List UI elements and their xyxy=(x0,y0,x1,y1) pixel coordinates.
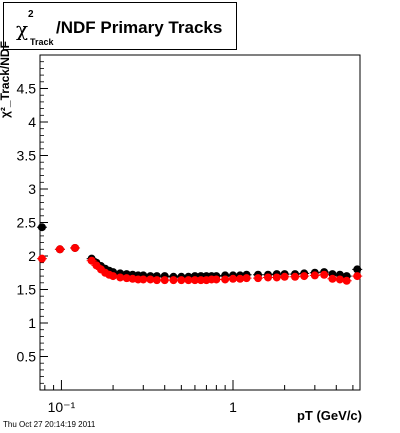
y-tick-label: 1.5 xyxy=(17,282,37,298)
data-point-black xyxy=(37,223,46,232)
y-tick-label: 2 xyxy=(28,248,36,264)
data-point-red xyxy=(342,276,351,285)
data-point-red xyxy=(146,275,155,284)
x-tick-label: 10⁻¹ xyxy=(48,399,76,415)
data-point-red xyxy=(116,273,125,282)
data-point-black xyxy=(353,265,362,274)
y-tick-label: 4.5 xyxy=(17,81,37,97)
data-point-red xyxy=(335,275,344,284)
data-point-red xyxy=(300,272,309,281)
data-point-red xyxy=(160,276,169,285)
data-point-red xyxy=(212,275,221,284)
data-point-red xyxy=(264,273,273,282)
title-superscript: 2 xyxy=(28,9,34,20)
data-point-red xyxy=(122,274,131,283)
y-tick-label: 1 xyxy=(28,315,36,331)
data-point-red xyxy=(236,274,245,283)
data-series xyxy=(36,223,363,285)
data-point-red xyxy=(242,274,251,283)
data-point-red xyxy=(228,274,237,283)
y-tick-label: 3 xyxy=(28,181,36,197)
y-tick-label: 3.5 xyxy=(17,148,37,164)
timestamp-footer: Thu Oct 27 20:14:19 2011 xyxy=(3,420,96,429)
y-tick-label: 4 xyxy=(28,114,36,130)
data-point-red xyxy=(169,276,178,285)
data-point-red xyxy=(184,276,193,285)
data-point-red xyxy=(139,275,148,284)
plot-frame xyxy=(39,54,361,391)
y-axis-label-text: χ²_Track/NDF xyxy=(0,41,12,118)
data-point-red xyxy=(280,272,289,281)
data-point-red xyxy=(221,275,230,284)
data-point-red xyxy=(328,274,337,283)
data-point-red xyxy=(353,272,362,281)
data-point-red xyxy=(310,271,319,280)
data-point-red xyxy=(190,276,199,285)
y-axis-label: χ²_Track/NDF xyxy=(0,41,12,118)
x-tick-label: 1 xyxy=(229,399,237,415)
data-point-red xyxy=(71,243,80,252)
data-point-red xyxy=(37,254,46,263)
data-point-red xyxy=(272,273,281,282)
data-point-red xyxy=(320,270,329,279)
x-axis-label: pT (GeV/c) xyxy=(296,408,362,423)
data-point-red xyxy=(152,276,161,285)
data-point-red xyxy=(109,272,118,281)
title-chi-symbol: χ xyxy=(16,17,29,41)
y-tick-label: 0.5 xyxy=(17,349,37,365)
data-point-red xyxy=(177,276,186,285)
y-tick-label: 2.5 xyxy=(17,215,37,231)
data-point-red xyxy=(254,274,263,283)
title-subscript: Track xyxy=(30,37,54,47)
data-point-red xyxy=(55,245,64,254)
chart-title: /NDF Primary Tracks xyxy=(56,18,223,37)
axes: 0.5 1 1.5 2 2.5 3 3.5 4 4.5 10⁻¹ 1 xyxy=(17,54,361,415)
data-point-red xyxy=(291,272,300,281)
chart-title-box: χ 2 Track /NDF Primary Tracks xyxy=(3,2,237,50)
data-point-red xyxy=(196,276,205,285)
